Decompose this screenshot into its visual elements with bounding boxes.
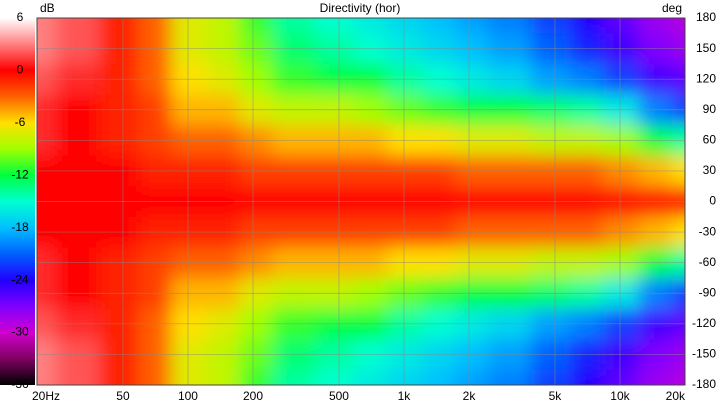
colorbar-tick-label: -6 <box>15 115 26 129</box>
heat-cell <box>603 18 640 34</box>
heat-cell <box>422 18 457 34</box>
heat-cell <box>37 369 57 385</box>
y-tick-label: -120 <box>692 316 716 330</box>
heat-cell <box>603 369 640 385</box>
heat-cell <box>239 369 273 385</box>
heat-cell <box>138 369 172 385</box>
y-tick-label: -180 <box>692 377 716 391</box>
x-tick-label: 1k <box>398 389 412 403</box>
colorbar-tick-label: -30 <box>11 325 29 339</box>
heat-cell <box>56 18 100 34</box>
heat-cell <box>422 369 457 385</box>
heat-cell <box>37 18 57 34</box>
x-tick-label: 50 <box>116 389 130 403</box>
heat-cell <box>488 369 532 385</box>
y-tick-label: -30 <box>699 224 717 238</box>
heat-cell <box>206 18 241 34</box>
heat-cell <box>354 18 388 34</box>
heat-cell <box>455 18 489 34</box>
heat-cell <box>314 18 356 34</box>
x-tick-label: 20k <box>666 389 686 403</box>
y-tick-label: 30 <box>703 163 717 177</box>
y-tick-label: -150 <box>692 347 716 361</box>
colorbar <box>0 18 35 385</box>
heat-cell <box>570 369 604 385</box>
colorbar-tick-label: -36 <box>11 377 29 391</box>
heat-cell <box>171 369 208 385</box>
x-tick-label: 500 <box>329 389 349 403</box>
x-tick-label: 20Hz <box>32 389 60 403</box>
heat-cell <box>530 18 572 34</box>
heat-cell <box>98 369 140 385</box>
heat-cell <box>387 369 424 385</box>
heat-cell <box>314 369 356 385</box>
x-tick-label: 5k <box>549 389 563 403</box>
y-tick-label: 0 <box>709 194 716 208</box>
heat-cell <box>488 18 532 34</box>
heat-cell <box>387 18 424 34</box>
heat-cell <box>354 369 388 385</box>
heat-cell <box>56 369 100 385</box>
chart-title: Directivity (hor) <box>320 1 401 15</box>
colorbar-tick-label: 0 <box>17 63 24 77</box>
y-tick-label: -60 <box>699 255 717 269</box>
x-tick-label: 100 <box>178 389 198 403</box>
heat-cell <box>272 369 316 385</box>
heatmap-cells <box>37 18 685 385</box>
colorbar-tick-label: 6 <box>17 10 24 24</box>
heat-cell <box>272 18 316 34</box>
colorbar-tick-label: -24 <box>11 272 29 286</box>
y-tick-label: -90 <box>699 285 717 299</box>
heat-cell <box>171 18 208 34</box>
y-tick-label: 90 <box>703 102 717 116</box>
heat-cell <box>530 369 572 385</box>
colorbar-tick-label: -12 <box>11 167 29 181</box>
x-tick-label: 2k <box>463 389 477 403</box>
y-tick-label: 150 <box>696 41 716 55</box>
colorbar-label: dB <box>40 1 55 15</box>
y-axis-label: deg <box>662 1 682 15</box>
plot-frame <box>36 17 686 386</box>
heat-cell <box>455 369 489 385</box>
heat-cell <box>570 18 604 34</box>
heat-cell <box>98 18 140 34</box>
heat-cell <box>638 369 673 385</box>
heat-cell <box>206 369 241 385</box>
heatmap <box>37 18 685 385</box>
y-tick-label: 180 <box>696 10 716 24</box>
heat-cell <box>638 18 673 34</box>
heat-cell <box>138 18 172 34</box>
x-tick-label: 10k <box>610 389 630 403</box>
colorbar-tick-label: -18 <box>11 220 29 234</box>
y-tick-label: 60 <box>703 133 717 147</box>
heat-cell <box>671 18 685 34</box>
x-tick-label: 200 <box>243 389 263 403</box>
heat-cell <box>671 369 685 385</box>
y-tick-label: 120 <box>696 71 716 85</box>
heat-cell <box>239 18 273 34</box>
